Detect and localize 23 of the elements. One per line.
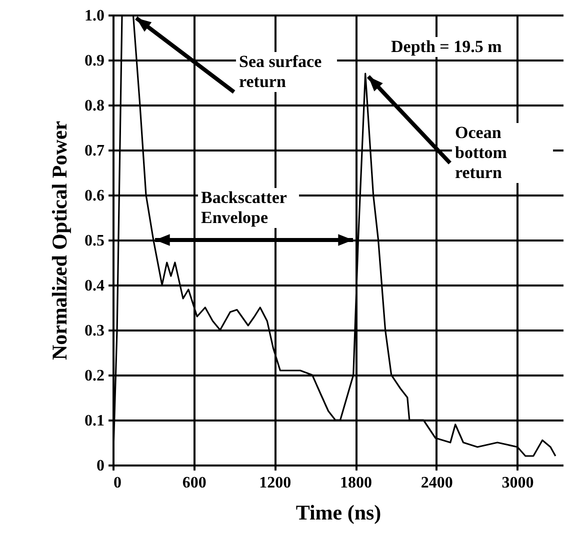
y-tick-label: 0.9	[84, 52, 104, 70]
y-tick-label: 0.2	[84, 368, 104, 384]
y-tick-label: 0.8	[84, 98, 104, 114]
annotation: Sea surface return	[236, 52, 337, 92]
x-axis-title: Time (ns)	[296, 500, 382, 524]
y-tick-label: 0.3	[84, 322, 104, 340]
x-tick-label: 1200	[259, 474, 292, 492]
y-tick-label: 0.6	[84, 188, 104, 204]
x-tick-label: 3000	[502, 474, 534, 492]
y-tick-label: 0.5	[84, 232, 104, 250]
y-tick-label: 0.4	[84, 278, 104, 294]
annotation: Backscatter Envelope	[198, 188, 299, 228]
annotation: Ocean bottom return	[452, 123, 553, 183]
y-tick-label: 0.1	[84, 412, 104, 430]
y-tick-label: 1.0	[84, 8, 104, 24]
y-tick-label: 0.7	[84, 142, 104, 160]
y-axis-title: Normalized Optical Power	[48, 120, 72, 360]
x-tick-label: 2400	[420, 474, 453, 492]
x-tick-label: 600	[182, 474, 206, 492]
x-tick-label: 0	[114, 474, 122, 492]
annotation: Depth = 19.5 m	[388, 37, 505, 57]
x-tick-label: 1800	[340, 474, 372, 492]
y-tick-label: 0	[96, 458, 104, 474]
